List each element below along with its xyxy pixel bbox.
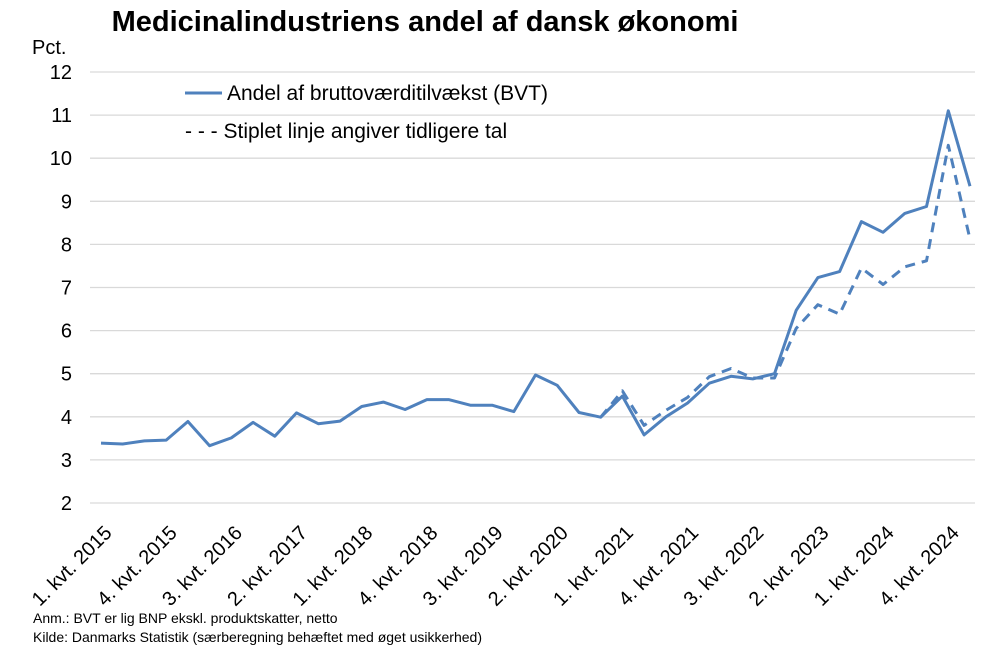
y-axis-ticks: 2 3 4 5 6 7 8 9 10 11 12 [50, 62, 72, 515]
gridlines [90, 71, 975, 504]
y-tick-label: 12 [50, 62, 72, 84]
y-tick-label: 7 [61, 278, 72, 300]
y-tick-label: 2 [61, 493, 72, 515]
chart-title: Medicinalindustriens andel af dansk økon… [111, 6, 739, 38]
y-tick-label: 9 [61, 191, 72, 213]
series-line-bvt [100, 109, 972, 448]
legend-label: - - - Stiplet linje angiver tidligere ta… [185, 120, 507, 143]
legend: Andel af bruttoværditilvækst (BVT) - - - … [185, 82, 548, 143]
y-tick-label: 5 [61, 364, 72, 386]
series-line-previous [599, 143, 972, 427]
chart-source: Kilde: Danmarks Statistik (særberegning … [33, 629, 482, 645]
y-tick-label: 8 [61, 234, 72, 256]
chart-note: Anm.: BVT er lig BNP ekskl. produktskatt… [33, 610, 338, 626]
y-tick-label: 10 [50, 148, 72, 170]
legend-label: Andel af bruttoværditilvækst (BVT) [227, 82, 548, 105]
y-tick-label: 11 [51, 105, 72, 127]
y-tick-label: 6 [61, 321, 72, 343]
y-tick-label: 4 [61, 407, 72, 429]
y-axis-label: Pct. [32, 37, 66, 59]
y-tick-label: 3 [61, 450, 72, 472]
series-lines [100, 109, 972, 448]
